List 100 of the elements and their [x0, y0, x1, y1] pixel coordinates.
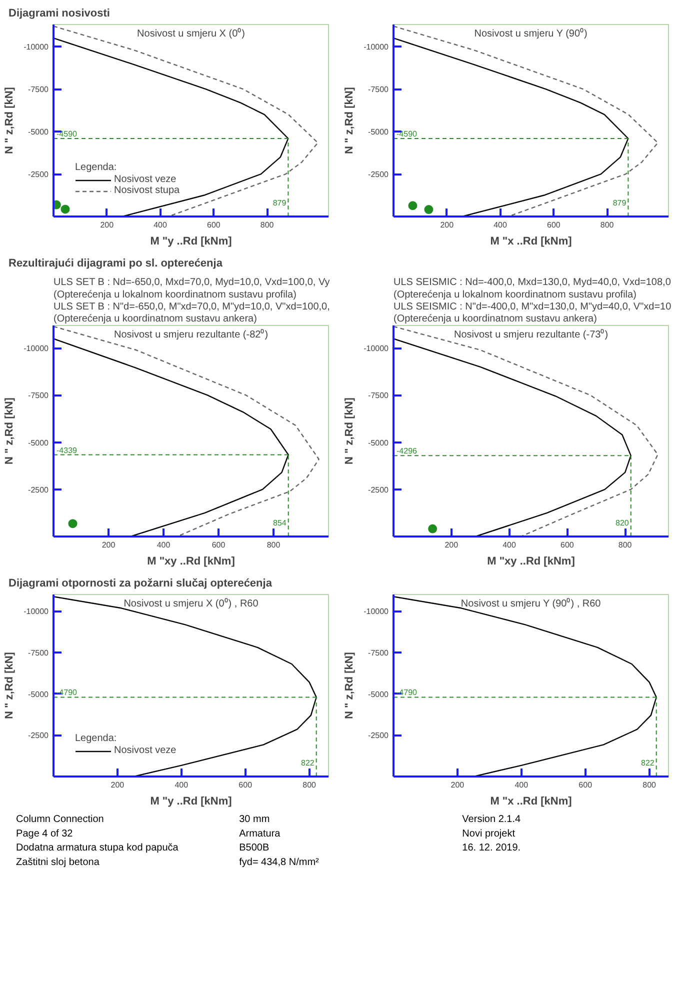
x-tick-label: 800 [600, 220, 614, 230]
ref-line-label: -4339 [56, 446, 78, 455]
y-tick-label: -5000 [28, 438, 50, 448]
legend-label: Nosivost veze [114, 174, 176, 185]
y-tick-label: -7500 [368, 391, 390, 400]
y-tick-label: -2500 [28, 170, 50, 180]
text: Rezultirajući dijagrami po sl. opterećenja [8, 258, 224, 270]
y-tick-label: -2500 [368, 731, 390, 740]
y-tick-label: -2500 [368, 170, 390, 180]
x-tick-label: 400 [174, 780, 189, 790]
chart-title: Nosivost u smjeru Y (90⁰) , R60 [460, 598, 602, 610]
y-axis-title: N " z,Rd [kN] [4, 652, 16, 719]
y-tick-label: -10000 [364, 607, 390, 616]
y-tick-label: -10000 [364, 344, 390, 354]
y-axis-title: N " z,Rd [kN] [344, 652, 356, 719]
y-tick-label: -7500 [28, 648, 50, 658]
line-series [54, 338, 289, 536]
y-tick-label: -10000 [24, 344, 50, 354]
y-axis-title: N " z,Rd [kN] [344, 397, 356, 464]
x-tick-label: 600 [547, 220, 561, 230]
chart-title: Nosivost u smjeru rezultante (-82⁰) [114, 328, 268, 340]
legend-label: Nosivost veze [114, 745, 176, 756]
chart-title: Nosivost u smjeru Y (90⁰) [474, 28, 588, 40]
line-series [394, 338, 632, 536]
chart-title: Nosivost u smjeru X (0⁰) [137, 28, 245, 40]
y-axis-title: N " z,Rd [kN] [4, 86, 16, 154]
x-axis-title: M "xy ..Rd [kNm] [487, 556, 576, 568]
y-tick-label: -2500 [28, 485, 50, 494]
ref-line-label: 879 [272, 198, 287, 208]
x-axis-title: M "y ..Rd [kNm] [150, 236, 232, 248]
ref-line-label: -4590 [56, 130, 78, 139]
y-axis-title: N " z,Rd [kN] [4, 397, 16, 464]
line-series [54, 37, 289, 216]
ref-line-label: -4790 [396, 688, 418, 698]
y-tick-label: -5000 [368, 438, 390, 448]
y-tick-label: -10000 [24, 607, 50, 616]
ref-line-label: -4296 [396, 446, 418, 456]
y-tick-label: -2500 [368, 485, 390, 494]
x-tick-label: 200 [444, 540, 459, 550]
text: Novi projekt [462, 828, 516, 840]
x-tick-label: 400 [514, 780, 529, 790]
y-tick-label: -2500 [28, 731, 50, 740]
line-series [394, 37, 629, 216]
x-tick-label: 200 [110, 780, 125, 790]
x-axis-title: M "x ..Rd [kNm] [490, 236, 572, 248]
text: Dijagrami nosivosti [8, 8, 110, 20]
y-tick-label: -10000 [24, 42, 50, 52]
text: Version 2.1.4 [462, 814, 521, 826]
x-tick-label: 400 [494, 220, 508, 230]
x-axis-title: M "xy ..Rd [kNm] [147, 556, 236, 568]
chart-title: Nosivost u smjeru rezultante (-73⁰) [454, 328, 608, 340]
y-tick-label: -7500 [368, 648, 390, 658]
ref-line-label: 822 [301, 758, 315, 768]
legend-title: Legenda: [75, 733, 118, 744]
chart-subtitle: ULS SET B : Nd=-650,0, Mxd=70,0, Myd=10,0, Vxd=100,0, Vy (Opterećenja u lokalnom koordinatnom sustavu profila) ULS SET B : N"d=-650,0, M"xd=70,0, M"yd=10,0, V"xd=100,0, (Opterećenja u koordinatnom sustavu ankera) [54, 277, 330, 324]
x-tick-label: 600 [560, 540, 574, 550]
x-tick-label: 600 [578, 780, 593, 790]
ref-line-label: -4590 [396, 130, 418, 139]
text: 30 mm [239, 814, 270, 826]
y-tick-label: -7500 [368, 85, 390, 94]
ref-line-label: 820 [616, 518, 630, 528]
x-tick-label: 800 [302, 780, 317, 790]
chart-subtitle: ULS SEISMIC : Nd=-400,0, Mxd=130,0, Myd=40,0, Vxd=108,0 (Opterećenja u lokalnom koordinatnom sustavu profila) ULS SEISMIC : N"d=-400,0, M"xd=130,0, M"yd=40,0, V"xd=10 (Opterećenja u koordinatnom sustavu ankera) [394, 277, 672, 324]
x-axis-title: M "x ..Rd [kNm] [490, 796, 572, 808]
x-tick-label: 600 [212, 540, 226, 550]
ref-line-label: 879 [612, 198, 627, 208]
text: Dijagrami otpornosti za požarni slučaj opterećenja [8, 578, 273, 590]
x-tick-label: 200 [440, 220, 454, 230]
x-tick-label: 600 [238, 780, 253, 790]
ref-line-label: 822 [641, 758, 655, 768]
text: Page 4 of 32 [16, 828, 74, 840]
x-tick-label: 800 [642, 780, 657, 790]
x-tick-label: 600 [207, 220, 221, 230]
y-axis-title: N " z,Rd [kN] [344, 86, 356, 154]
ref-line-label: -4790 [56, 688, 78, 698]
x-tick-label: 400 [154, 220, 168, 230]
x-tick-label: 200 [102, 540, 116, 550]
y-tick-label: -5000 [28, 128, 50, 137]
text: Dodatna armatura stupa kod papuča [16, 842, 179, 854]
ref-line-label: 854 [273, 518, 287, 528]
text: Zaštitni sloj betona [16, 856, 100, 868]
y-tick-label: -10000 [364, 42, 390, 52]
y-tick-label: -5000 [368, 128, 390, 137]
x-tick-label: 800 [266, 540, 281, 550]
y-tick-label: -7500 [28, 85, 50, 94]
y-tick-label: -7500 [28, 391, 50, 400]
x-tick-label: 400 [502, 540, 517, 550]
x-tick-label: 200 [450, 780, 465, 790]
x-tick-label: 800 [618, 540, 632, 550]
text: 16. 12. 2019. [462, 842, 521, 854]
text: Armatura [239, 828, 281, 840]
x-tick-label: 800 [260, 220, 274, 230]
x-tick-label: 400 [156, 540, 171, 550]
text: Column Connection [16, 814, 104, 826]
x-axis-title: M "y ..Rd [kNm] [150, 796, 232, 808]
text: fyd= 434,8 N/mm² [239, 856, 320, 868]
chart-title: Nosivost u smjeru X (0⁰) , R60 [124, 598, 259, 610]
x-tick-label: 200 [100, 220, 114, 230]
y-tick-label: -5000 [368, 690, 390, 699]
legend-title: Legenda: [75, 162, 118, 173]
